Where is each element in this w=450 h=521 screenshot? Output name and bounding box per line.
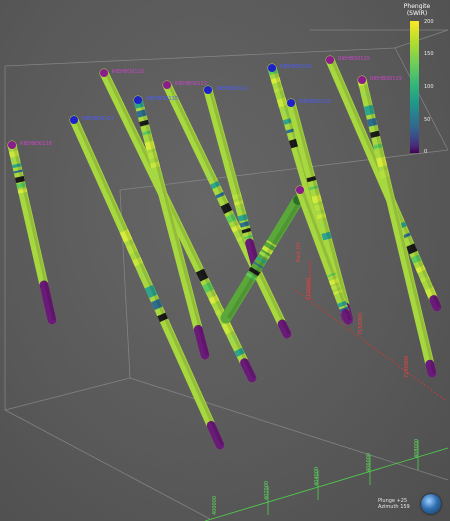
assay-interval [146,131,147,134]
collar-marker [8,141,16,149]
assay-interval [238,201,239,204]
assay-interval [365,93,366,97]
axis-label-green-4: 408000 [414,439,420,458]
assay-interval [157,173,158,176]
drill-holes [8,56,439,445]
collar-marker [134,96,142,104]
collar-marker [163,81,171,89]
azimuth-readout: Azimuth 159 [378,504,410,510]
hole-label: RIEHBO0122 [216,86,248,92]
axis-label-red-1: 7100000 [306,278,312,300]
assay-interval [339,297,340,299]
hole-label: RIEHBO0115 [146,96,178,102]
axis-label-red-3: 7200000 [404,356,410,378]
drill-hole [8,141,54,320]
legend-tick: 0 [424,149,427,155]
assay-interval [377,145,378,149]
legend-color-bar [410,21,419,153]
globe-icon[interactable] [421,494,441,514]
collar-marker [296,186,304,194]
hole-label: RIEHBO0110 [112,69,144,75]
hole-label: RIEHBO0113 [175,81,207,87]
view-orientation-readout: Plunge +25 Azimuth 159 [378,498,410,510]
axis-label-green-0: 400000 [212,496,218,515]
collar-marker [100,69,108,77]
collar-marker [268,64,276,72]
hole-label: RIEHBO0113 [299,99,331,105]
hole-label: RIEHBO0127 [82,116,114,122]
axis-label-red-2: 7150000 [358,313,364,335]
legend-tick: 200 [424,19,434,25]
assay-interval [331,274,332,276]
assay-interval [240,208,241,210]
hole-label: RIEHBO0120 [280,64,312,70]
legend-title: Phengite (SWIR) [386,3,448,17]
assay-interval [323,224,324,227]
axis-label-green-3: 406000 [366,453,372,472]
assay-interval [248,236,249,238]
axis-label-green-2: 404000 [314,467,320,486]
hole-label: RIEHBO0118 [20,141,52,147]
drill-hole [163,81,289,334]
assay-interval [22,190,23,193]
axis-label-green-1: 402000 [264,481,270,500]
green-axis [205,440,448,521]
collar-marker [326,56,334,64]
legend-tick: 100 [424,84,434,90]
assay-interval [246,229,247,232]
legend-tick: 50 [424,117,430,123]
assay-interval [313,186,314,189]
color-legend: Phengite (SWIR) 200 150 100 50 0 [386,3,448,157]
legend-tick: 150 [424,51,434,57]
axis-label-east: East (X) [296,242,302,262]
collar-marker [204,86,212,94]
drill-hole [134,96,207,355]
collar-marker [287,99,295,107]
bounding-box [5,30,448,519]
collar-marker [70,116,78,124]
collar-marker [358,76,366,84]
assay-interval [16,164,17,167]
hole-label: RIEHBO0115 [338,56,370,62]
